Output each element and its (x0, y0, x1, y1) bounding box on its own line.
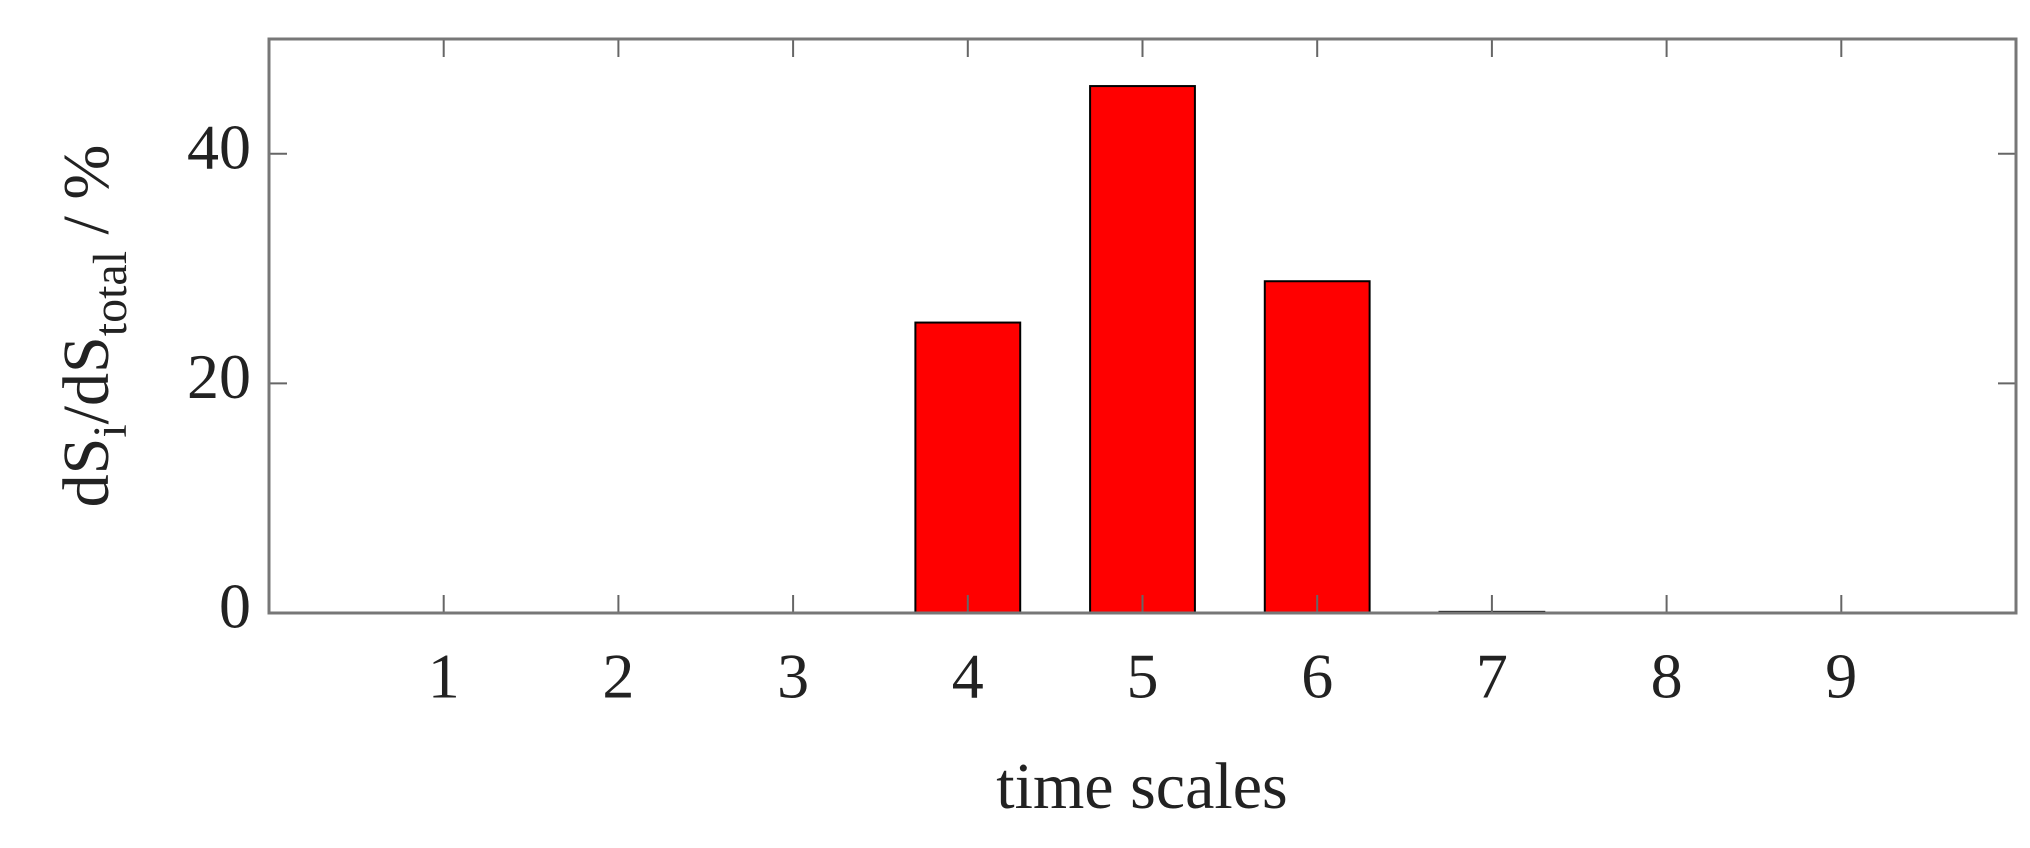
bar (914, 321, 1022, 614)
x-tick-label: 8 (1651, 641, 1683, 712)
x-tick-label: 6 (1301, 641, 1333, 712)
y-label-subscript: i (84, 424, 137, 437)
x-tick-label: 7 (1476, 641, 1508, 712)
y-label-part: dS (50, 438, 123, 508)
x-tick-label: 9 (1825, 641, 1857, 712)
y-label-part: / % (50, 145, 123, 251)
y-tick-label: 0 (219, 571, 251, 642)
x-tick-label: 2 (602, 641, 634, 712)
bar (1089, 85, 1196, 615)
x-tick-label: 1 (428, 641, 460, 712)
x-tick-label: 5 (1127, 641, 1159, 712)
y-axis-label: dSi/dStotal / % (50, 145, 137, 508)
x-tick-label: 3 (777, 641, 809, 712)
plot-frame (267, 37, 2018, 615)
x-tick-label: 4 (952, 641, 984, 712)
y-tick-label: 40 (187, 111, 251, 182)
y-label-subscript: total (84, 251, 137, 336)
bar (1263, 280, 1371, 614)
x-axis-label: time scales (996, 750, 1287, 823)
y-label-part: /dS (50, 336, 123, 424)
y-tick-label: 20 (187, 341, 251, 412)
